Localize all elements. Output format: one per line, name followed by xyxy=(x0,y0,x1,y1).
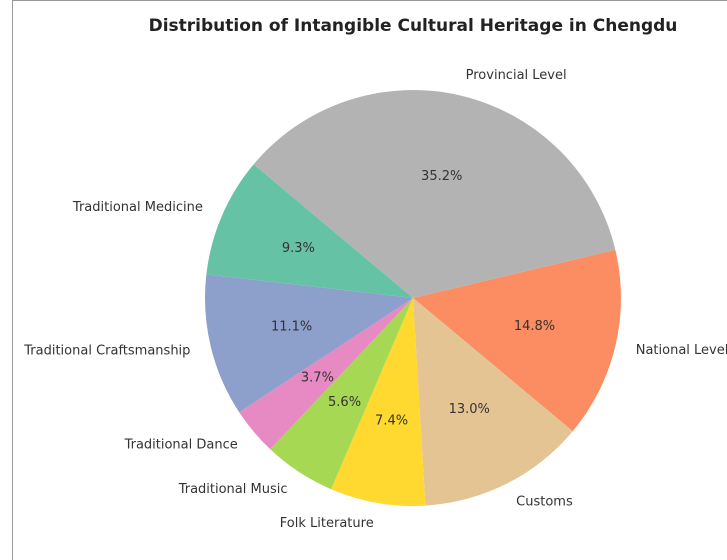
pie-slice xyxy=(239,298,413,450)
pie-slice xyxy=(270,298,413,490)
pie-slice xyxy=(206,164,413,298)
category-label: Customs xyxy=(516,495,573,510)
pie-slice xyxy=(253,89,616,298)
category-label: Traditional Medicine xyxy=(72,200,203,215)
value-label: 14.8% xyxy=(514,319,555,334)
value-label: 7.4% xyxy=(375,413,408,428)
value-label: 35.2% xyxy=(421,169,462,184)
category-label: National Level xyxy=(636,343,727,358)
value-label: 9.3% xyxy=(282,241,315,256)
pie-slice xyxy=(205,274,413,413)
value-label: 3.7% xyxy=(301,371,334,386)
category-label: Traditional Craftsmanship xyxy=(23,344,190,359)
value-label: 5.6% xyxy=(328,395,361,410)
category-label: Provincial Level xyxy=(466,68,567,83)
category-label: Traditional Music xyxy=(178,482,288,497)
pie-slice xyxy=(413,249,621,432)
pie-slice xyxy=(413,298,573,506)
category-label: Folk Literature xyxy=(280,516,374,531)
value-label: 11.1% xyxy=(271,319,312,334)
value-label: 13.0% xyxy=(449,402,490,417)
pie-slice xyxy=(331,298,426,506)
category-label: Traditional Dance xyxy=(124,438,238,453)
chart-title: Distribution of Intangible Cultural Heri… xyxy=(149,16,678,36)
frame xyxy=(12,0,727,560)
